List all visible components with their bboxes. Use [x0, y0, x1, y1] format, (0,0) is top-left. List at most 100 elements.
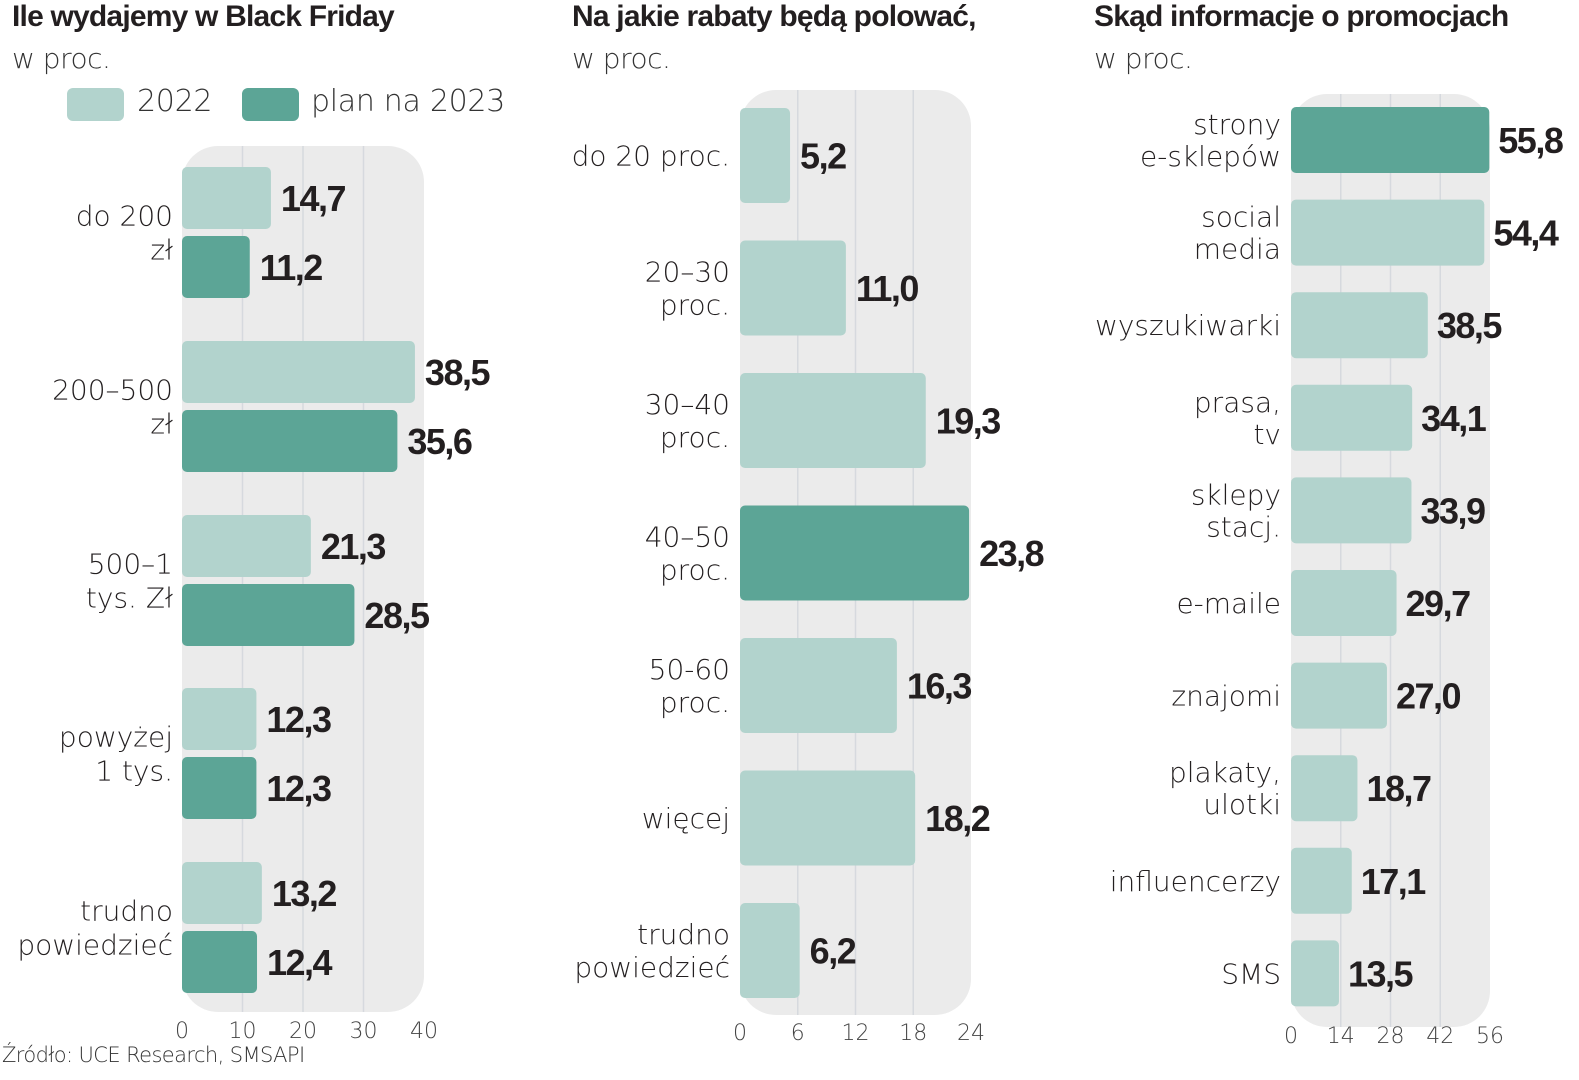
category-label: e-maile [1176, 587, 1281, 620]
x-tick-label: 0 [733, 1021, 747, 1046]
x-tick-label: 28 [1377, 1024, 1405, 1049]
data-label: 16,3 [907, 666, 972, 707]
data-label: 18,7 [1366, 768, 1431, 809]
data-label: 35,6 [407, 421, 472, 462]
bar [740, 638, 897, 733]
category-label: 200–500 [52, 374, 173, 407]
category-label: powyżej [59, 721, 173, 754]
category-label: proc. [660, 554, 730, 587]
x-tick-label: 56 [1476, 1024, 1504, 1049]
x-tick-label: 14 [1327, 1024, 1355, 1049]
category-label: do 20 proc. [572, 140, 730, 173]
bar [740, 770, 916, 866]
data-label: 6,2 [810, 931, 856, 972]
category-label: e-sklepów [1140, 140, 1281, 173]
data-label: 28,5 [364, 595, 430, 636]
bar [182, 515, 311, 577]
category-label: social [1201, 201, 1281, 234]
bar [740, 108, 791, 203]
data-label: 54,4 [1493, 213, 1559, 254]
category-label: plakaty, [1169, 756, 1281, 789]
bar [1291, 570, 1397, 636]
source-note: Źródło: UCE Research, SMSAPI [2, 1043, 305, 1067]
data-label: 12,4 [267, 942, 333, 983]
category-label: zł [150, 408, 173, 441]
bar [1291, 940, 1339, 1007]
category-label: tv [1253, 418, 1281, 451]
data-label: 38,5 [1437, 305, 1503, 346]
bar [182, 167, 271, 229]
data-label: 34,1 [1421, 398, 1487, 439]
category-label: tys. Zł [86, 582, 173, 615]
category-label: 500–1 [88, 548, 173, 581]
bar [182, 931, 258, 993]
category-label: 30–40 [645, 388, 730, 421]
data-label: 18,2 [925, 798, 990, 839]
category-label: powiedzieć [574, 951, 730, 984]
x-tick-label: 20 [289, 1019, 317, 1044]
data-label: 19,3 [936, 401, 1001, 442]
x-tick-label: 6 [791, 1021, 805, 1046]
category-label: trudno [80, 895, 173, 928]
category-label: proc. [660, 421, 730, 454]
category-label: ulotki [1203, 788, 1281, 821]
x-tick-label: 18 [899, 1021, 927, 1046]
x-tick-label: 12 [842, 1021, 870, 1046]
bar [740, 373, 926, 468]
data-label: 12,3 [266, 768, 331, 809]
bar [182, 584, 355, 646]
chart-subtitle: w proc. [1094, 42, 1193, 75]
bar [182, 757, 257, 819]
category-label: zł [150, 234, 173, 267]
bar [182, 341, 415, 403]
category-label: 40–50 [645, 521, 730, 554]
bar [182, 236, 250, 298]
data-label: 13,2 [272, 873, 337, 914]
category-label: trudno [637, 918, 730, 951]
category-label: strony [1193, 108, 1281, 141]
legend-label-2023: plan na 2023 [311, 84, 505, 119]
data-label: 33,9 [1420, 490, 1485, 531]
category-label: więcej [642, 802, 730, 835]
bar [1291, 662, 1387, 729]
x-tick-label: 24 [957, 1021, 985, 1046]
data-label: 23,8 [979, 533, 1044, 574]
bar [182, 862, 262, 924]
bar [1291, 199, 1485, 266]
bar [740, 240, 846, 336]
bar [1291, 477, 1412, 544]
data-label: 55,8 [1498, 120, 1563, 161]
legend-swatch-2022 [67, 88, 124, 121]
x-tick-label: 30 [350, 1019, 378, 1044]
chart-title: Ile wydajemy w Black Friday [12, 0, 395, 33]
x-tick-label: 10 [229, 1019, 257, 1044]
bar [740, 505, 970, 601]
data-label: 5,2 [800, 136, 846, 177]
x-tick-label: 0 [175, 1019, 189, 1044]
bar [1291, 847, 1352, 914]
category-label: SMS [1221, 957, 1281, 990]
x-tick-label: 0 [1284, 1024, 1298, 1049]
bar [182, 688, 257, 750]
bar [1291, 384, 1413, 451]
bar [1291, 107, 1490, 173]
bar [740, 903, 800, 998]
category-label: powiedzieć [17, 929, 173, 962]
data-label: 12,3 [266, 699, 331, 740]
x-tick-label: 42 [1426, 1024, 1454, 1049]
category-label: znajomi [1171, 680, 1281, 713]
category-label: proc. [660, 289, 730, 322]
category-label: 1 tys. [95, 755, 173, 788]
legend-label-2022: 2022 [137, 84, 213, 119]
chart-subtitle: w proc. [12, 42, 111, 75]
chart-title: Skąd informacje o promocjach [1094, 0, 1509, 33]
data-label: 13,5 [1348, 953, 1414, 994]
chart-title: Na jakie rabaty będą polować, [572, 0, 976, 33]
data-label: 27,0 [1396, 676, 1461, 717]
data-label: 38,5 [425, 352, 491, 393]
data-label: 17,1 [1361, 861, 1427, 902]
category-label: wyszukiwarki [1095, 309, 1281, 342]
bar [1291, 292, 1428, 359]
